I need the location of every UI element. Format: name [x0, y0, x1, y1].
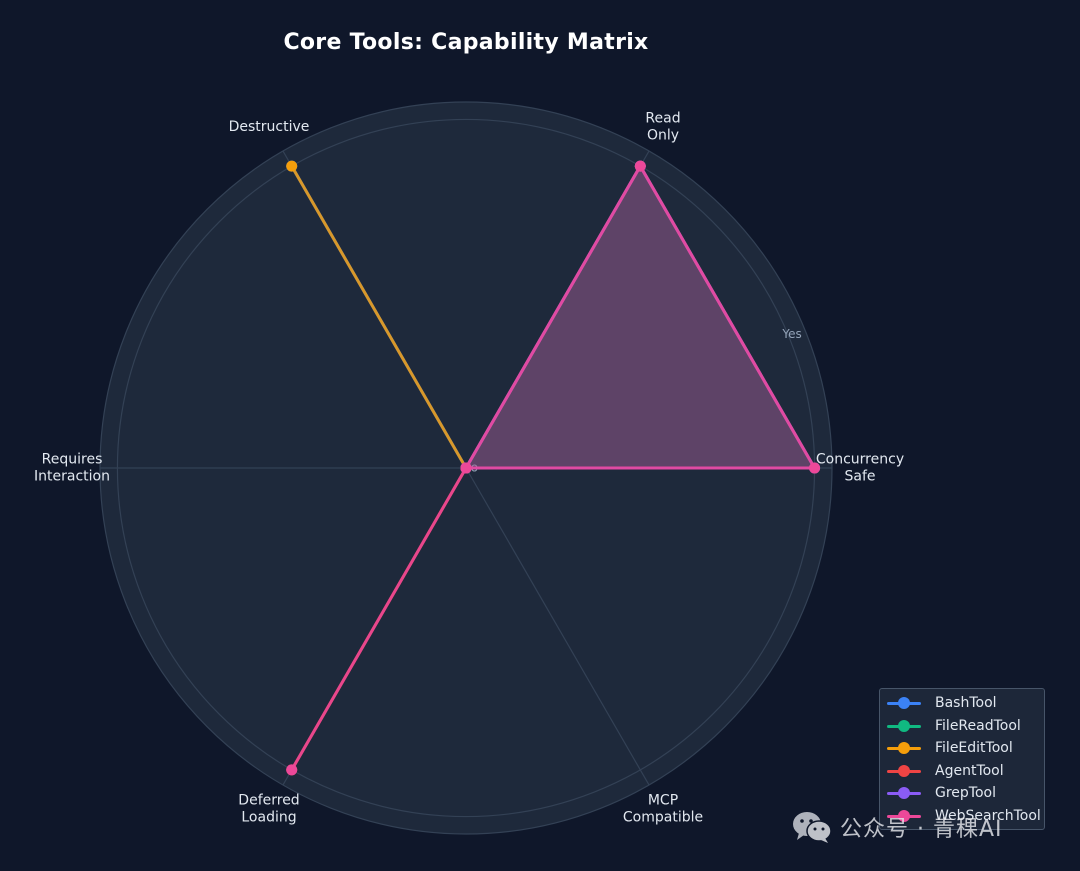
- axis-label-6: MCP Compatible: [623, 793, 703, 826]
- data-point-WebSearchTool-6: [460, 462, 472, 474]
- legend-swatch-icon: [887, 697, 921, 710]
- legend-swatch-icon: [887, 787, 921, 800]
- axis-label-line: Loading: [241, 810, 296, 826]
- legend-swatch-icon: [887, 764, 921, 777]
- series-WebSearchTool: [286, 160, 821, 776]
- legend-swatch-icon: [887, 809, 921, 822]
- axis-label-line: Deferred: [238, 793, 299, 809]
- legend-item-WebSearchTool: WebSearchTool: [880, 805, 1044, 828]
- series-area-WebSearchTool: [290, 164, 817, 772]
- data-point-FileEditTool-3: [286, 160, 298, 172]
- axis-label-1: Concurrency Safe: [816, 452, 904, 485]
- legend-marker: [898, 697, 910, 710]
- legend: BashTool FileReadTool FileEditTool AgentToo…: [879, 688, 1045, 830]
- axis-label-5: Deferred Loading: [238, 793, 299, 826]
- legend-swatch-icon: [887, 742, 921, 755]
- legend-item-FileReadTool: FileReadTool: [880, 715, 1044, 738]
- legend-label: FileReadTool: [935, 717, 1021, 734]
- axis-label-line: Safe: [844, 469, 875, 485]
- legend-swatch-icon: [887, 719, 921, 732]
- axis-label-line: Concurrency: [816, 452, 904, 468]
- data-point-WebSearchTool-5: [286, 764, 298, 776]
- legend-label: GrepTool: [935, 785, 996, 802]
- legend-marker: [898, 787, 910, 800]
- legend-item-BashTool: BashTool: [880, 692, 1044, 715]
- axis-label-line: Requires: [42, 452, 103, 468]
- watermark-text: 公众号 · 青稞AI: [840, 817, 1003, 842]
- axis-label-line: Destructive: [229, 119, 310, 135]
- watermark: 公众号 · 青稞AI: [792, 810, 1003, 844]
- axis-label-3: Destructive: [229, 119, 310, 135]
- legend-label: FileEditTool: [935, 740, 1013, 757]
- tick-label-2: Yes: [781, 327, 801, 341]
- axis-label-2: Read Only: [645, 110, 680, 143]
- axis-labels: Concurrency Safe Read Only Destructive Requir…: [34, 110, 904, 825]
- legend-marker: [898, 742, 910, 755]
- data-point-WebSearchTool-1: [809, 462, 821, 474]
- legend-item-FileEditTool: FileEditTool: [880, 737, 1044, 760]
- legend-marker: [898, 809, 910, 822]
- legend-marker: [898, 764, 910, 777]
- axis-label-line: MCP: [648, 793, 678, 809]
- legend-label: AgentTool: [935, 762, 1004, 779]
- legend-item-GrepTool: GrepTool: [880, 782, 1044, 805]
- legend-item-AgentTool: AgentTool: [880, 760, 1044, 783]
- legend-marker: [898, 719, 910, 732]
- axis-label-line: Read: [645, 110, 680, 126]
- legend-label: BashTool: [935, 695, 997, 712]
- axis-label-4: Requires Interaction: [34, 452, 110, 485]
- axis-label-line: Only: [647, 127, 679, 143]
- data-point-WebSearchTool-2: [634, 160, 646, 172]
- spoke-6: [465, 467, 650, 786]
- chart-title: Core Tools: Capability Matrix: [283, 30, 649, 55]
- axis-label-line: Compatible: [623, 810, 703, 826]
- axis-label-line: Interaction: [34, 469, 110, 485]
- wechat-icon: [793, 812, 832, 843]
- series-layer: [286, 160, 821, 776]
- legend-label: WebSearchTool: [935, 807, 1041, 824]
